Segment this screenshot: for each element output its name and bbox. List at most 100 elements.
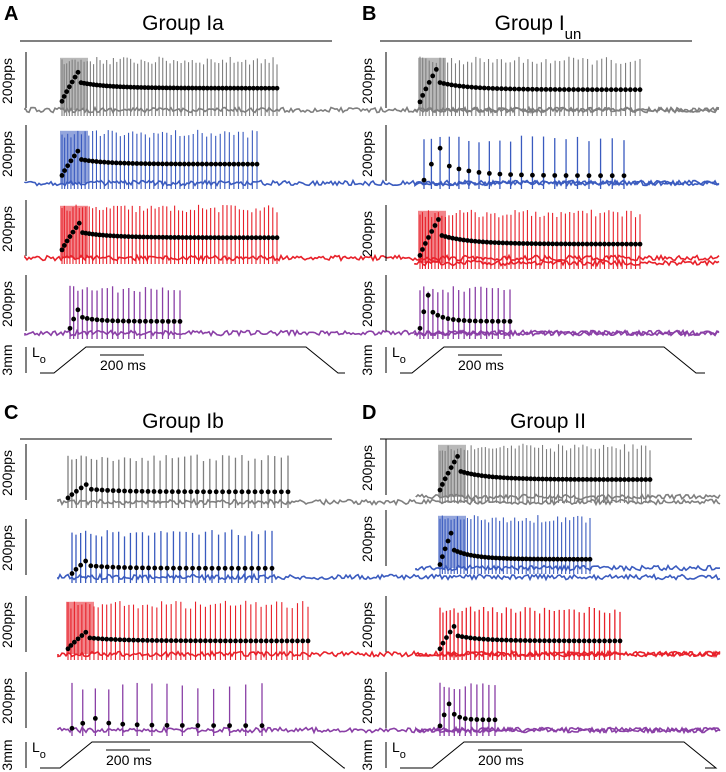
rate-dot: [442, 234, 448, 239]
panel-letter: B: [362, 3, 376, 25]
rate-dot: [610, 241, 616, 247]
panel-title: Group Ib: [142, 410, 224, 433]
rate-dot: [186, 161, 192, 167]
rate-dot: [128, 84, 134, 90]
rate-dot: [535, 556, 541, 562]
rate-dot: [492, 717, 498, 723]
spike-trace: 200pps: [359, 205, 720, 269]
rate-dot: [451, 711, 457, 717]
stretch-scale-label: 3mm: [359, 739, 375, 770]
baseline-noise: [414, 258, 720, 268]
rate-dot: [160, 161, 165, 167]
rate-dot: [126, 637, 132, 643]
rate-dot: [494, 86, 500, 91]
rate-dot: [604, 87, 609, 93]
rate-dot: [243, 85, 249, 91]
rate-dot: [108, 636, 114, 642]
rate-dot: [116, 488, 122, 494]
rate-dot: [435, 312, 441, 318]
rate-scale-label: 200pps: [0, 131, 15, 177]
rate-dot: [236, 161, 241, 167]
rate-dot: [138, 85, 144, 90]
rate-dot: [476, 636, 482, 642]
stretch-profile: 3mm Lo 200 ms: [0, 344, 345, 376]
rate-dot: [451, 624, 457, 629]
rate-dot: [512, 475, 518, 481]
rate-dot: [284, 638, 290, 644]
rate-dot: [461, 237, 467, 243]
rate-scale-label: 200pps: [359, 281, 375, 327]
rate-dot: [59, 98, 65, 104]
rate-dot: [479, 554, 484, 560]
rate-dot: [175, 85, 180, 91]
spike-trace: 200pps: [359, 672, 721, 736]
rate-scale-label: 200pps: [0, 58, 15, 104]
rate-dot: [59, 247, 65, 253]
rate-dot: [251, 85, 256, 91]
rate-dot: [637, 241, 643, 247]
rate-dot: [507, 318, 513, 324]
rate-dot: [432, 223, 438, 228]
rate-dot: [201, 85, 206, 91]
rate-dot: [422, 241, 428, 246]
rate-dot: [619, 241, 625, 247]
rate-dot: [117, 160, 123, 166]
rate-dot: [563, 556, 569, 562]
rate-dot: [87, 635, 93, 641]
rate-dot: [256, 565, 261, 571]
rate-dot: [69, 492, 75, 498]
rate-dot: [157, 489, 163, 494]
rate-dot: [193, 85, 199, 91]
stretch-profile: 3mm Lo 200 ms: [359, 739, 718, 771]
rate-dot: [207, 638, 213, 644]
rate-dot: [153, 85, 158, 91]
rate-dot: [587, 556, 593, 562]
rate-dot: [560, 476, 565, 482]
rate-dot: [204, 161, 210, 167]
rate-dot: [134, 161, 140, 166]
rate-dot: [182, 85, 188, 91]
rate-dot: [468, 238, 474, 244]
rate-dot: [448, 530, 454, 536]
rate-dot: [168, 161, 174, 167]
time-scale-label: 200 ms: [458, 357, 504, 373]
rate-dot: [516, 476, 522, 481]
rate-dot: [269, 638, 274, 644]
spike-trace: 200pps: [359, 596, 721, 660]
rate-dot: [501, 475, 507, 481]
rate-dot: [246, 489, 251, 495]
rate-dot: [151, 161, 157, 167]
panel-d: D Group II 200pps 200pps 200pps 200pps 3mm Lo 20…: [359, 402, 721, 771]
rate-dot: [115, 318, 121, 324]
rate-dot: [163, 489, 169, 495]
rate-dot: [142, 161, 148, 167]
rate-dot: [430, 309, 436, 315]
rate-dot: [97, 232, 102, 238]
rate-dot: [532, 476, 538, 482]
rate-dot: [99, 317, 105, 323]
rate-dot: [64, 238, 70, 244]
rate-dot: [231, 85, 237, 91]
rate-dot: [220, 489, 225, 495]
rate-dot: [188, 638, 194, 644]
rate-dot: [222, 161, 228, 167]
rate-dot: [639, 477, 644, 482]
rate-dot: [133, 488, 139, 494]
rate-dot: [93, 232, 99, 237]
rate-dot: [99, 487, 105, 493]
rate-scale-label: 200pps: [359, 678, 375, 724]
rate-dot: [194, 489, 200, 495]
rate-dot: [446, 701, 452, 707]
rate-scale-label: 200pps: [359, 602, 375, 648]
rate-dot: [257, 235, 263, 241]
rate-dot: [420, 92, 426, 98]
spike-trace: 200pps: [0, 125, 720, 189]
rate-dot: [601, 477, 606, 482]
rate-dot: [278, 489, 284, 495]
panel-title: Group Iun: [495, 12, 582, 43]
rate-dot: [165, 318, 171, 324]
rate-dot: [228, 235, 234, 241]
rate-dot: [475, 553, 481, 559]
rate-dot: [133, 234, 139, 240]
rate-dot: [643, 477, 649, 482]
